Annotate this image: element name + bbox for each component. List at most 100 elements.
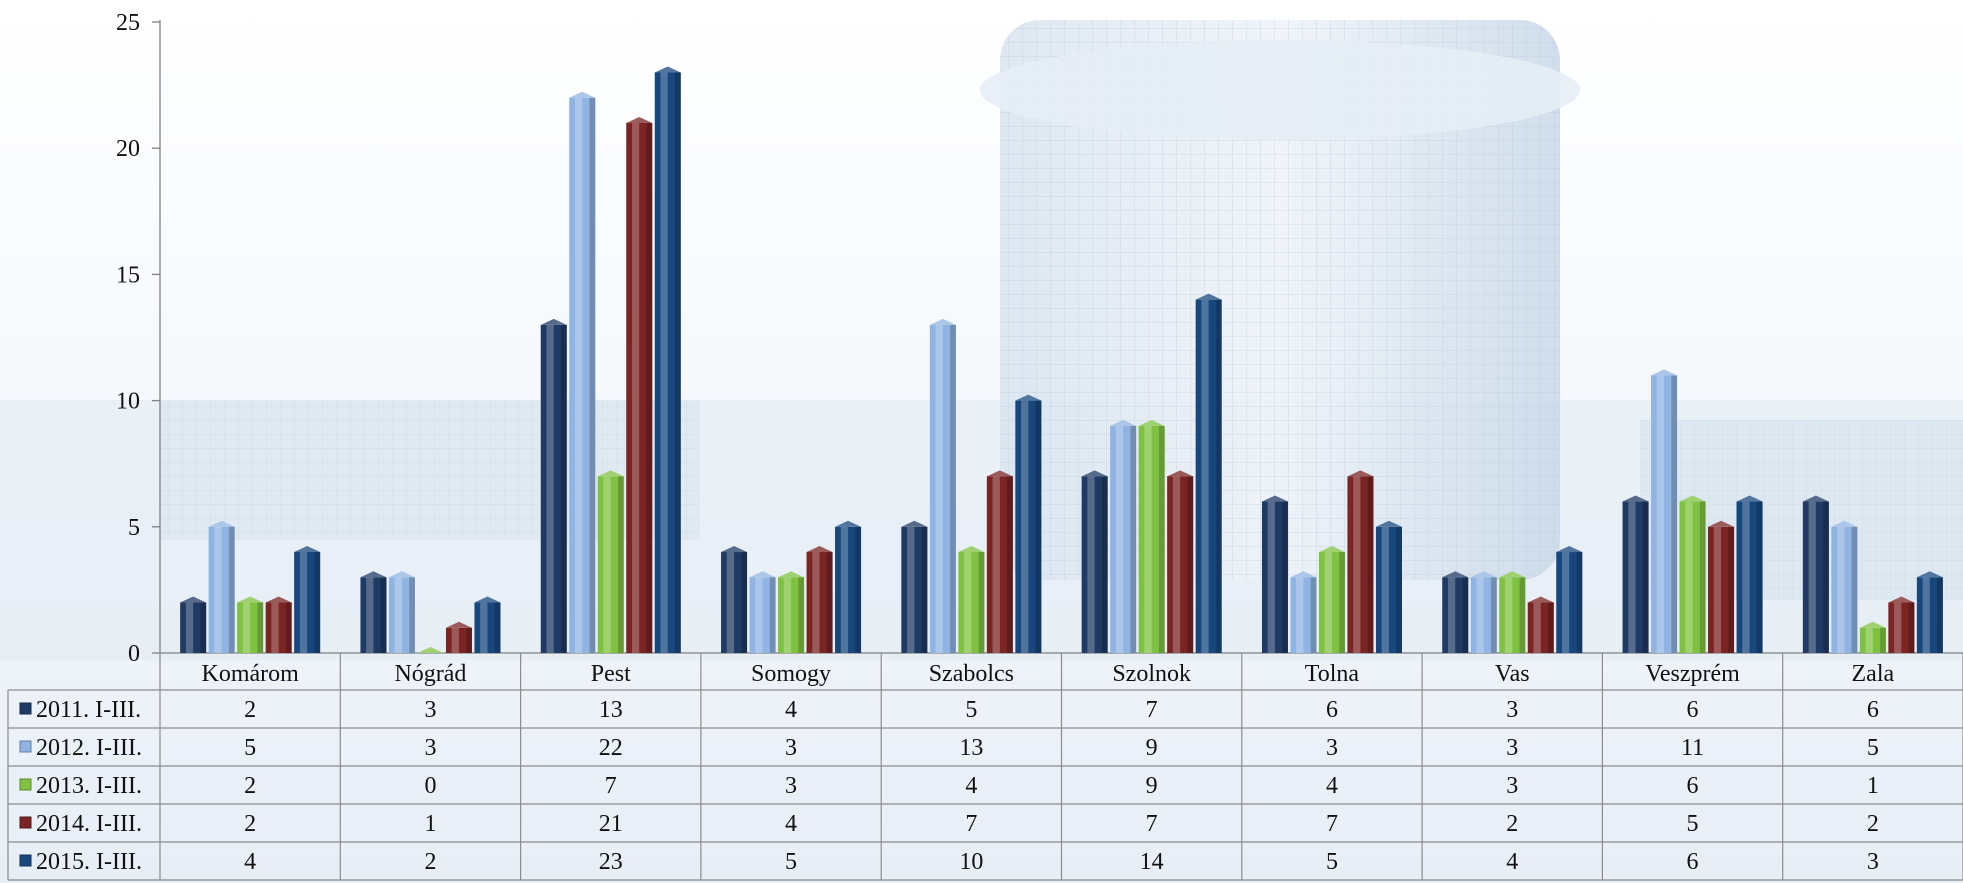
data-label: 5: [1687, 811, 1699, 837]
bar-highlight: [631, 122, 640, 653]
data-label: 13: [959, 735, 983, 761]
bar-cap: [1195, 293, 1222, 300]
data-label: 9: [1146, 735, 1158, 761]
data-label: 5: [965, 697, 977, 723]
bar-cap: [929, 318, 956, 325]
bar-cap: [1499, 571, 1526, 578]
data-label: 7: [605, 773, 617, 799]
legend-entry: 2012. I-III.: [36, 735, 142, 761]
bar-cap: [1527, 596, 1554, 603]
x-tick-label: Veszprém: [1645, 661, 1740, 687]
y-tick-label: 20: [116, 136, 140, 162]
bar-cap: [417, 647, 444, 653]
bar-highlight: [1533, 602, 1541, 653]
bar-shade: [1642, 501, 1649, 653]
bar-highlight: [1504, 577, 1513, 653]
bar-cap: [445, 621, 472, 628]
bar: [237, 596, 264, 653]
bar-cap: [1290, 571, 1317, 578]
bar-shade: [1462, 577, 1469, 653]
bar-cap: [1802, 495, 1829, 502]
bar: [1138, 419, 1165, 653]
bar: [1290, 571, 1317, 653]
bar: [1375, 520, 1402, 653]
bar: [445, 621, 472, 653]
data-label: 6: [1687, 773, 1699, 799]
bar: [1708, 520, 1735, 653]
bar-highlight: [812, 552, 820, 653]
bar-cap: [986, 470, 1013, 477]
bar: [1527, 596, 1554, 653]
bar-highlight: [1296, 577, 1304, 653]
bar: [1622, 495, 1649, 653]
data-label: 6: [1326, 697, 1338, 723]
bar-highlight: [907, 526, 915, 653]
bar-highlight: [1447, 577, 1456, 653]
bar-shade: [1671, 375, 1678, 653]
data-label: 7: [1146, 811, 1158, 837]
bar: [294, 546, 321, 653]
bar-highlight: [1656, 375, 1665, 653]
bar: [1888, 596, 1915, 653]
data-label: 5: [1867, 735, 1879, 761]
bar-highlight: [992, 476, 1000, 653]
bar-shade: [769, 577, 776, 653]
bar: [208, 520, 235, 653]
bar-shade: [1756, 501, 1763, 653]
bar-shade: [978, 552, 985, 653]
bar-highlight: [1381, 526, 1389, 653]
bar-highlight: [546, 324, 554, 653]
data-label: 3: [1506, 735, 1518, 761]
bar-cap: [208, 520, 235, 527]
x-tick-label: Nógrád: [394, 661, 466, 687]
bar: [1081, 470, 1108, 653]
legend-swatch: [19, 778, 32, 791]
data-label: 7: [1146, 697, 1158, 723]
bar-cap: [806, 546, 833, 553]
x-tick-label: Vas: [1495, 661, 1530, 687]
bar-highlight: [1353, 476, 1361, 653]
bar-cap: [540, 318, 567, 325]
bar: [417, 647, 444, 653]
y-tick-label: 5: [128, 515, 140, 541]
bar-highlight: [964, 552, 972, 653]
bar-cap: [237, 596, 264, 603]
bar-cap: [1679, 495, 1706, 502]
bar: [1318, 546, 1345, 653]
bar-cap: [958, 546, 985, 553]
data-label: 3: [424, 697, 436, 723]
bar-cap: [778, 571, 805, 578]
bar-shade: [921, 526, 928, 653]
bar-shade: [409, 577, 415, 653]
bar: [626, 116, 653, 653]
bar-shade: [285, 602, 292, 653]
data-label: 4: [1506, 849, 1518, 875]
bar-shade: [675, 72, 681, 654]
x-tick-label: Zala: [1852, 661, 1895, 687]
bar-cap: [569, 91, 596, 98]
bar: [929, 318, 956, 653]
bar-shade: [200, 602, 207, 653]
bar-shade: [1576, 552, 1583, 653]
bar-shade: [1215, 299, 1222, 653]
bar-shade: [1699, 501, 1706, 653]
data-label: 13: [599, 697, 623, 723]
bar-cap: [1831, 520, 1858, 527]
bar-highlight: [1021, 400, 1029, 653]
bar-shade: [1035, 400, 1042, 653]
bar-cap: [388, 571, 415, 578]
bar: [835, 520, 862, 653]
bar: [806, 546, 833, 653]
bar-highlight: [1742, 501, 1750, 653]
legend-entry: 2013. I-III.: [36, 773, 142, 799]
bar-highlight: [935, 324, 943, 653]
data-label: 3: [1867, 849, 1879, 875]
bar: [1110, 419, 1137, 653]
x-tick-label: Somogy: [751, 661, 831, 687]
x-tick-label: Tolna: [1305, 661, 1360, 687]
bar: [1736, 495, 1763, 653]
bar-cap: [749, 571, 776, 578]
x-tick-label: Komárom: [201, 661, 299, 687]
bar: [1831, 520, 1858, 653]
bar-shade: [1548, 602, 1554, 653]
